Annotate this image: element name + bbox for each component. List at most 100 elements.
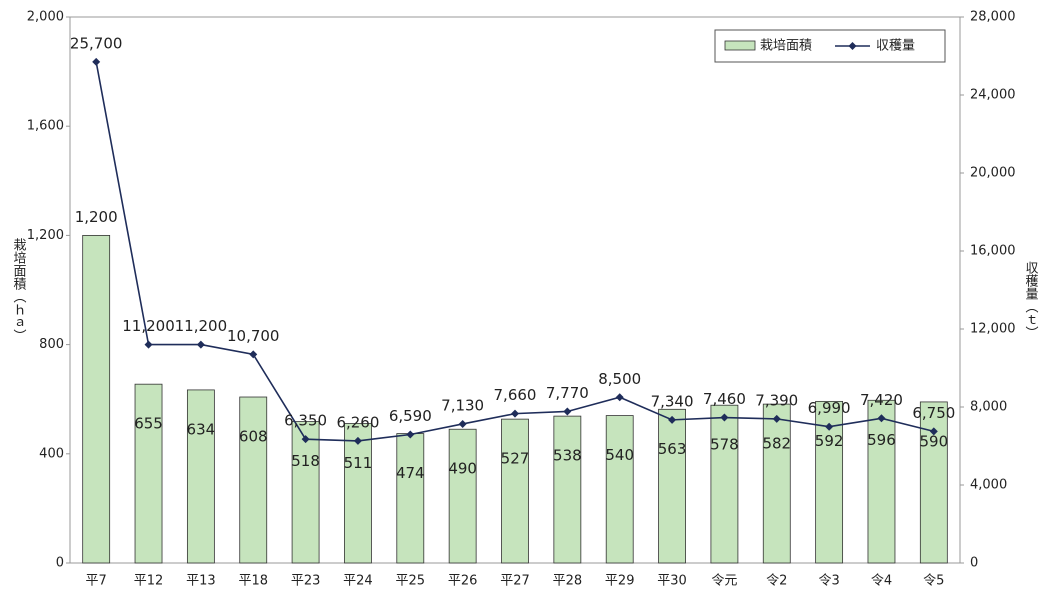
x-tick-label: 令3 [818,574,839,589]
line-value-label: 7,420 [860,391,903,409]
x-tick-label: 平12 [134,574,164,589]
marker [92,57,101,66]
bar-value-label: 1,200 [75,208,118,226]
bar-value-label: 582 [762,435,791,453]
bar-value-label: 608 [239,428,268,446]
y-tick-label: 0 [56,556,64,571]
x-tick-label: 平7 [86,574,107,589]
x-tick-label: 平23 [291,574,321,589]
bar [710,404,739,564]
marker [877,414,886,423]
y2-tick-label: 16,000 [970,244,1016,259]
marker [458,419,467,428]
bar [186,389,215,564]
bar [239,396,268,564]
bar-value-label: 538 [553,447,582,465]
bar [501,418,529,564]
bar [291,421,320,564]
bar [553,415,582,564]
y2-tick-label: 20,000 [970,166,1016,181]
marker [301,435,310,444]
x-tick-label: 令元 [711,574,737,589]
y2-tick-label: 8,000 [970,400,1007,415]
x-tick-label: 平27 [500,574,530,589]
legend-label: 栽培面積 [760,38,812,54]
bar [448,428,477,564]
bar-value-label: 592 [815,432,844,450]
y2-tick-label: 4,000 [970,478,1007,493]
marker [720,413,729,422]
y2-tick-label: 12,000 [970,322,1016,337]
line-value-label: 11,200 [175,317,228,335]
bar-value-label: 655 [134,415,163,433]
bar-value-label: 563 [658,440,687,458]
line-value-label: 6,750 [912,404,955,422]
bar [867,399,896,564]
line-value-label: 7,130 [441,396,484,414]
marker [929,427,938,436]
x-tick-label: 平26 [448,574,478,589]
x-tick-label: 平24 [343,574,373,589]
marker [772,414,781,423]
line [95,61,935,442]
bar [919,401,948,564]
line-value-label: 7,460 [703,390,746,408]
line-value-label: 11,200 [122,317,175,335]
x-tick-label: 平18 [238,574,268,589]
line-value-label: 6,990 [808,399,851,417]
x-tick-label: 令2 [766,574,787,589]
y2-tick-label: 0 [970,556,978,571]
marker [196,340,205,349]
y2-tick-label: 24,000 [970,88,1016,103]
marker [406,430,415,439]
legend-marker [848,42,857,50]
x-tick-label: 平28 [553,574,583,589]
marker [249,350,258,359]
line-value-label: 10,700 [227,327,280,345]
bar [396,433,425,564]
y-tick-label: 1,600 [27,119,64,134]
marker [668,415,677,424]
x-tick-label: 令5 [923,574,944,589]
line-value-label: 7,770 [546,384,589,402]
bar [762,403,791,564]
marker [353,436,362,445]
bar [658,408,686,564]
line-value-label: 25,700 [70,34,123,52]
bar-value-label: 474 [396,464,425,482]
y-axis-label: 栽培面積（ｈａ） [11,237,27,342]
bar [134,383,163,564]
y-tick-label: 800 [39,337,64,352]
bar [344,423,372,564]
bar [82,234,111,564]
marker [511,409,519,418]
line-value-label: 7,660 [494,386,537,404]
x-tick-label: 平29 [605,574,635,589]
y-tick-label: 400 [39,446,64,461]
x-tick-label: 平30 [657,574,687,589]
bar-value-label: 511 [344,454,373,472]
line-value-label: 7,390 [755,391,798,409]
legend-label: 収穫量 [876,39,915,54]
marker [563,407,572,416]
line-value-label: 8,500 [598,370,641,388]
bar-value-label: 578 [710,436,739,454]
line-value-label: 6,260 [336,413,379,431]
marker [615,393,624,402]
x-tick-label: 平13 [186,574,216,589]
line-value-label: 6,590 [389,407,432,425]
marker [144,340,153,349]
y2-axis-label: 収穫量（ｔ） [1023,261,1039,339]
bar-value-label: 490 [448,460,477,478]
x-tick-label: 令4 [871,574,892,589]
bar-value-label: 518 [291,452,320,470]
bar [605,415,634,564]
bar-value-label: 540 [605,446,634,464]
bar-value-label: 590 [920,432,949,450]
legend-swatch [724,40,756,51]
y-tick-label: 1,200 [27,228,64,243]
x-tick-label: 平25 [396,574,426,589]
bar-value-label: 634 [187,420,216,438]
line-value-label: 7,340 [651,392,694,410]
